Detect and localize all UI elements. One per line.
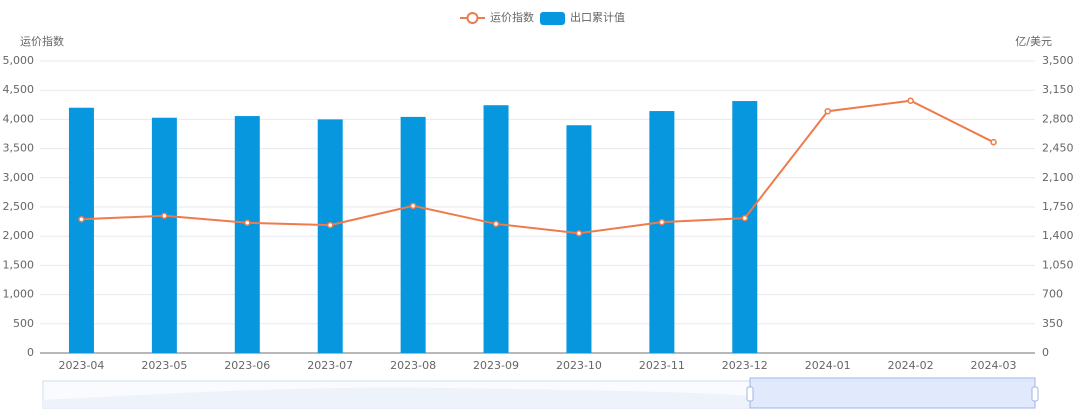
line-point [244,219,251,227]
x-tick-label: 2023-09 [473,359,519,372]
x-tick-label: 2023-12 [722,359,768,372]
y-axis-title: 运价指数 [20,34,64,48]
y2-tick-label: 700 [1042,288,1063,301]
line-point [990,138,997,146]
y2-tick-label: 0 [1042,346,1049,359]
bar [649,111,675,353]
bar [151,117,177,353]
data-zoom[interactable] [42,377,1039,409]
y-tick-label: 5,000 [3,54,35,67]
bar [317,119,343,354]
y-tick-label: 500 [13,317,34,330]
y2-tick-label: 1,050 [1042,258,1074,271]
y-tick-label: 2,500 [3,200,35,213]
y2-tick-label: 1,400 [1042,229,1074,242]
y2-tick-label: 3,500 [1042,54,1074,67]
line [81,99,994,235]
line-point [492,220,500,228]
y-tick-label: 3,500 [3,142,35,155]
y-tick-label: 3,000 [3,171,35,184]
y-tick-label: 4,000 [3,112,35,125]
bar [400,116,426,353]
y2-tick-label: 2,800 [1042,112,1074,125]
y-tick-label: 1,500 [3,258,35,271]
bar [483,105,509,354]
legend-label: 出口累计值 [570,10,625,24]
y2-axis-title: 亿/美元 [1015,35,1052,48]
zoom-handle[interactable] [746,386,754,402]
line-point [741,214,749,222]
y-tick-label: 0 [27,346,34,359]
y-tick-label: 2,000 [3,229,35,242]
line-point [575,230,583,237]
x-tick-label: 2023-07 [307,359,353,372]
legend-swatch [540,12,565,25]
x-tick-label: 2023-11 [639,359,685,372]
zoom-handle[interactable] [1031,386,1039,402]
x-tick-label: 2024-02 [888,359,934,372]
y2-tick-label: 1,750 [1042,200,1074,213]
line-point [409,202,417,210]
line-point [326,221,334,229]
y2-tick-label: 2,100 [1042,171,1074,184]
x-tick-label: 2023-06 [224,359,270,372]
y-tick-label: 4,500 [3,83,35,96]
bar [234,116,260,353]
x-tick-label: 2023-08 [390,359,436,372]
y2-tick-label: 2,450 [1042,142,1074,155]
zoom-preview [43,387,750,408]
bar [68,107,94,353]
line-point [658,218,666,226]
line-point [78,216,85,223]
line-point [161,212,168,220]
legend-label: 运价指数 [490,10,534,24]
line-point [824,107,831,115]
x-tick-label: 2023-04 [58,359,104,372]
x-tick-label: 2024-01 [805,359,851,372]
legend-swatch [466,12,479,24]
y-tick-label: 1,000 [3,288,35,301]
line-point [907,97,914,104]
zoom-window[interactable] [749,377,1036,409]
x-tick-label: 2023-05 [141,359,187,372]
bar [566,125,592,354]
bar [732,101,758,353]
x-tick-label: 2023-10 [556,359,602,372]
y2-tick-label: 3,150 [1042,83,1074,96]
x-tick-label: 2024-03 [971,359,1017,372]
y2-tick-label: 350 [1042,317,1063,330]
